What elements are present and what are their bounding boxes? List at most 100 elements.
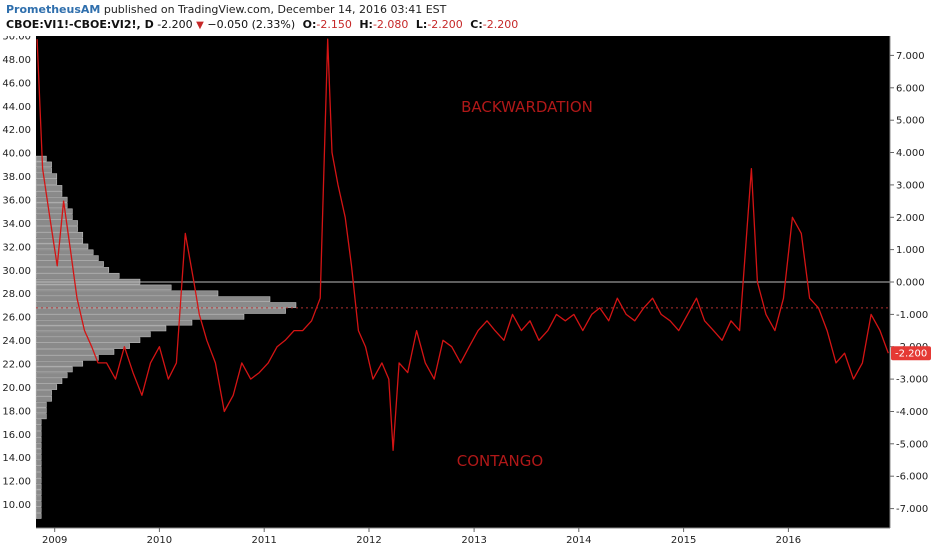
right-axis-tick-label: 0.000	[896, 278, 925, 289]
contango-label: CONTANGO	[457, 452, 543, 470]
open-value: -2.150	[316, 18, 352, 31]
low-label: L:	[415, 18, 428, 31]
volume-profile-bar	[35, 483, 42, 490]
time-axis-tick-label: 2014	[566, 535, 591, 546]
right-axis-tick-label: 7.000	[896, 51, 925, 62]
volume-profile-bar	[35, 366, 73, 373]
right-axis-tick-label: 4.000	[896, 148, 925, 159]
left-axis-tick-label: 12.00	[2, 477, 31, 488]
time-axis-tick-label: 2016	[776, 535, 801, 546]
volume-profile-bar	[35, 261, 104, 267]
right-axis-tick-label: 5.000	[896, 116, 925, 127]
right-axis-tick-label: 6.000	[896, 83, 925, 94]
volume-profile-bar	[35, 489, 42, 496]
price-tag-value: -2.200	[895, 349, 927, 360]
right-axis-tick-label: -5.000	[896, 439, 928, 450]
volume-profile-bar	[35, 272, 120, 279]
left-axis-tick-label: 10.00	[2, 500, 31, 511]
volume-profile-bar	[35, 477, 42, 484]
right-axis-tick-label: -6.000	[896, 472, 928, 483]
volume-profile-bar	[35, 196, 68, 203]
change-value: −0.050 (2.33%)	[207, 18, 296, 31]
left-axis-tick-label: 26.00	[2, 313, 31, 324]
left-axis-tick-label: 44.00	[2, 102, 31, 113]
volume-profile-bar	[35, 179, 58, 185]
volume-profile-bar	[35, 384, 58, 390]
right-axis-tick-label: -3.000	[896, 375, 928, 386]
left-axis-tick-label: 22.00	[2, 360, 31, 371]
left-axis-tick-label: 20.00	[2, 383, 31, 394]
volume-profile-bar	[35, 454, 42, 461]
volume-profile-bar	[35, 302, 297, 308]
volume-profile-bar	[35, 401, 47, 408]
chart-header: PrometheusAM published on TradingView.co…	[0, 0, 932, 36]
volume-profile-bar	[35, 407, 47, 414]
left-axis-tick-label: 32.00	[2, 242, 31, 253]
volume-profile-bar	[35, 419, 42, 425]
left-axis-tick-label: 24.00	[2, 336, 31, 347]
volume-profile-bar	[35, 249, 94, 256]
right-axis-tick-label: 1.000	[896, 245, 925, 256]
symbol-line: CBOE:VI1!-CBOE:VI2!, D -2.200 ▼ −0.050 (…	[6, 18, 518, 31]
last-price-tag: -2.200	[891, 346, 931, 361]
right-axis-tick-label: -4.000	[896, 407, 928, 418]
last-value: -2.200	[157, 18, 193, 31]
volume-profile-bar	[35, 290, 219, 297]
price-tag-background	[891, 346, 931, 361]
volume-profile-bar	[35, 495, 42, 502]
volume-profile-bar	[35, 161, 52, 168]
high-value: -2.080	[372, 18, 409, 31]
volume-profile-bar	[35, 214, 73, 220]
volume-profile-bar	[35, 466, 42, 472]
time-axis-tick-label: 2009	[42, 535, 67, 546]
volume-profile-bar	[35, 442, 42, 449]
volume-profile-bar	[35, 378, 63, 384]
volume-profile-bar	[35, 354, 99, 361]
publish-line: PrometheusAM published on TradingView.co…	[6, 3, 446, 16]
time-axis-tick-label: 2015	[671, 535, 696, 546]
left-axis-tick-label: 16.00	[2, 430, 31, 441]
symbol-name[interactable]: CBOE:VI1!-CBOE:VI2!, D	[6, 18, 154, 31]
time-axis[interactable]: 2009 2010 2011 2012 2013 2014 2015 2016	[36, 527, 890, 546]
time-axis-tick-label: 2011	[251, 535, 276, 546]
volume-profile-bar	[35, 360, 84, 367]
volume-profile-bar	[35, 460, 42, 466]
volume-profile-bar	[35, 448, 42, 455]
author-link[interactable]: PrometheusAM	[6, 3, 101, 16]
volume-profile-bar	[35, 349, 115, 355]
volume-profile-bar	[35, 390, 52, 396]
close-label: C:	[470, 18, 483, 31]
left-axis: 50.00 48.00 46.00 44.00 42.00 40.00 38.00 36.00…	[2, 36, 31, 511]
spread-series-line	[36, 38, 889, 451]
volume-profile-bar	[35, 173, 58, 179]
left-axis-tick-label: 30.00	[2, 266, 31, 277]
volume-profile-bar	[35, 472, 42, 478]
volume-profile-bar	[35, 331, 151, 338]
volume-profile-bar	[35, 507, 42, 513]
spread-chart[interactable]: BACKWARDATION CONTANGO 50.00 48.00 46.00 44…	[0, 36, 932, 550]
right-axis-tick-label: 3.000	[896, 180, 925, 191]
volume-profile-bar	[35, 431, 42, 437]
volume-profile-bar	[35, 501, 42, 507]
right-axis-tick-label: -1.000	[896, 310, 928, 321]
volume-profile-bar	[35, 343, 130, 349]
volume-profile-bar	[35, 190, 63, 197]
high-label: H:	[359, 18, 373, 31]
backwardation-label: BACKWARDATION	[461, 98, 593, 116]
down-triangle-icon: ▼	[196, 20, 204, 31]
time-axis-tick-label: 2013	[461, 535, 486, 546]
volume-profile-bar	[35, 372, 68, 379]
left-axis-tick-label: 28.00	[2, 289, 31, 300]
right-axis-tick-label: 2.000	[896, 213, 925, 224]
left-axis-tick-label: 48.00	[2, 55, 31, 66]
left-axis-tick-label: 36.00	[2, 196, 31, 207]
volume-profile-bar	[35, 296, 271, 302]
volume-profile-bar	[35, 308, 286, 314]
volume-profile-bar	[35, 395, 52, 402]
volume-profile-bar	[35, 436, 42, 443]
left-axis-tick-label: 42.00	[2, 125, 31, 136]
volume-profile-bar	[35, 220, 78, 226]
volume-profile-bar	[35, 313, 245, 320]
volume-profile-bar	[35, 319, 193, 326]
time-axis-tick-label: 2012	[356, 535, 381, 546]
